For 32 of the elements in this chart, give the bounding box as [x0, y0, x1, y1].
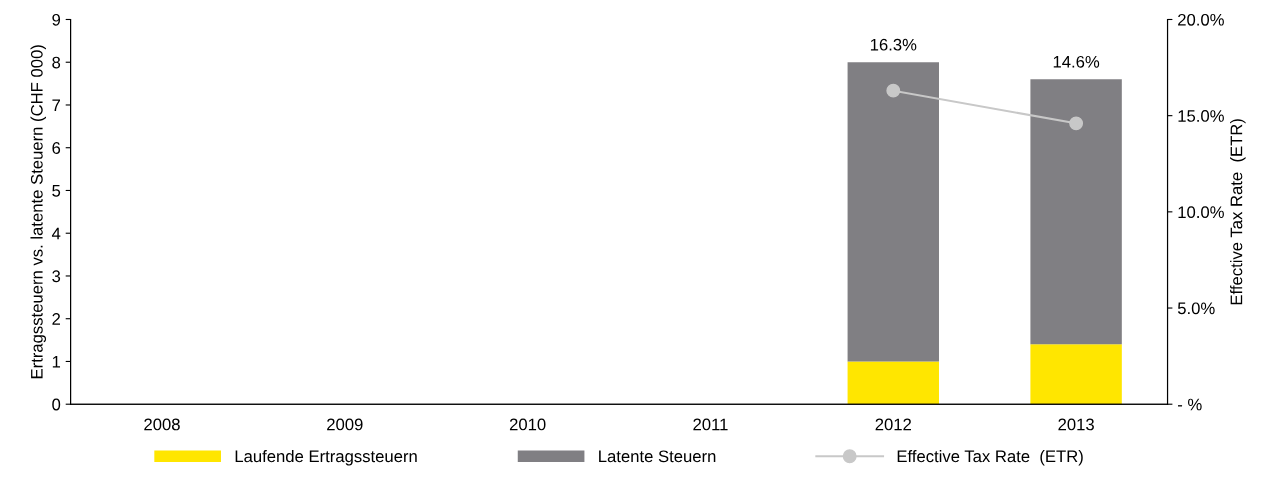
bar [847, 62, 939, 362]
x-tick-label: 2008 [144, 418, 180, 431]
y-tick-label: 8 [52, 56, 61, 69]
bar [847, 361, 939, 405]
y-tick-label: 0 [52, 398, 61, 411]
y-tick-label: 4 [51, 227, 61, 240]
y2-tick-label: 20.0% [1178, 13, 1224, 26]
y-tick-label: 9 [52, 13, 61, 26]
x-tick-label: 2013 [1058, 418, 1094, 431]
y2-axis-title: Effective Tax Rate (ETR) [1230, 119, 1246, 305]
y-tick-label: 2 [52, 313, 61, 325]
y-axis-title: Ertragssteuern vs. latente Steuern (CHF 000) [30, 45, 47, 379]
y-tick-label: 5 [52, 185, 61, 197]
y2-tick-label: 10.0% [1178, 206, 1224, 219]
bar [1030, 79, 1122, 345]
data-label: 16.3% [870, 38, 917, 51]
legend-label: Latente Steuern [599, 450, 716, 463]
y2-tick-label: 15.0% [1178, 110, 1224, 122]
y-tick-label: 1 [52, 356, 61, 368]
data-label: 14.6% [1053, 55, 1100, 68]
y2-tick-label: 5.0% [1177, 302, 1215, 315]
x-tick-label: 2012 [875, 418, 911, 431]
bar [1030, 344, 1122, 405]
y-tick-label: 7 [52, 99, 61, 112]
y-tick-label: 6 [52, 142, 61, 154]
legend-label: Laufende Ertragssteuern [235, 449, 417, 466]
x-tick-label: 2009 [327, 418, 363, 431]
y2-tick-label: - % [1177, 398, 1202, 411]
x-tick-label: 2010 [509, 418, 546, 431]
y-tick-label: 3 [52, 270, 61, 283]
legend-label: Effective Tax Rate (ETR) [897, 449, 1083, 466]
x-tick-label: 2011 [693, 418, 728, 431]
